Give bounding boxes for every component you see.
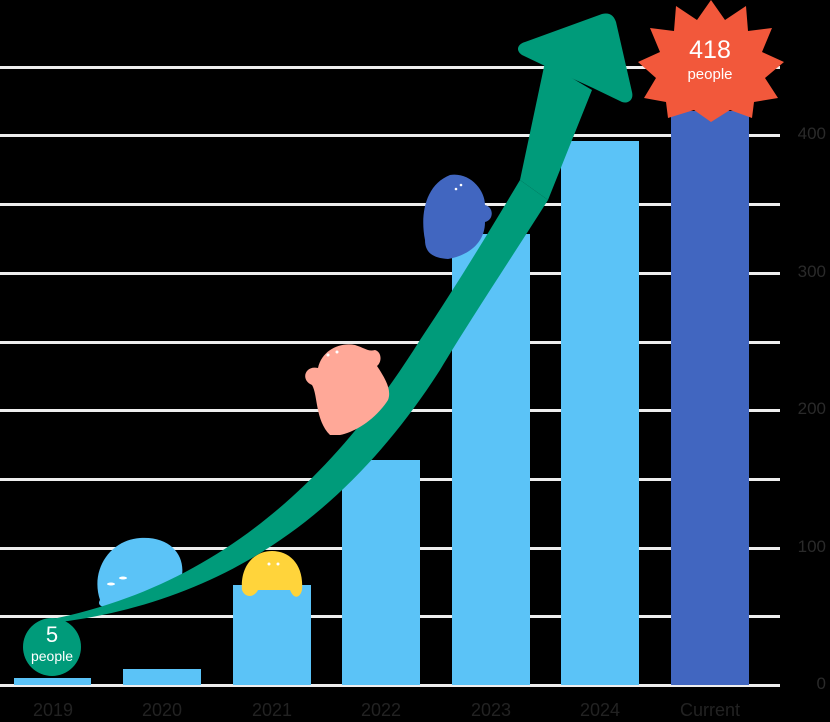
bar-2024	[561, 140, 639, 685]
y-tick-label: 400	[797, 124, 826, 144]
start-badge-value: 5	[45, 622, 59, 647]
navy-mascot-icon	[423, 174, 492, 259]
bar-2020	[123, 668, 201, 685]
bar-2022	[342, 459, 420, 685]
gridline	[0, 684, 780, 687]
gridline	[0, 134, 780, 138]
bar-2019	[14, 678, 91, 685]
y-tick-label: 200	[797, 399, 826, 419]
x-tick-label: 2019	[32, 700, 74, 720]
x-tick-label: 2021	[251, 700, 293, 720]
gridline	[0, 203, 780, 207]
gridline	[0, 340, 780, 344]
yellow-mascot-icon	[241, 551, 303, 597]
y-tick-label: 100	[797, 536, 826, 556]
x-tick-label: 2024	[579, 700, 621, 720]
y-tick-label: 300	[797, 261, 826, 281]
x-tick-label: 2023	[470, 700, 512, 720]
end-badge-unit: people	[687, 66, 733, 83]
growth-arrow-icon	[48, 13, 633, 622]
gridline	[0, 65, 780, 69]
x-tick-label: Current	[679, 700, 741, 720]
start-badge: 5 people	[23, 618, 81, 676]
bar-2021	[233, 584, 311, 685]
start-badge-unit: people	[30, 648, 74, 664]
y-tick-label: 0	[816, 674, 826, 693]
x-tick-label: 2022	[360, 700, 402, 720]
starburst-badge-icon	[638, 0, 784, 122]
end-badge: 418 people	[660, 30, 760, 90]
x-tick-label: 2020	[141, 700, 183, 720]
gridline	[0, 271, 780, 275]
pink-mascot-icon	[305, 344, 390, 435]
end-badge-value: 418	[689, 36, 731, 64]
bar-current	[671, 110, 749, 685]
